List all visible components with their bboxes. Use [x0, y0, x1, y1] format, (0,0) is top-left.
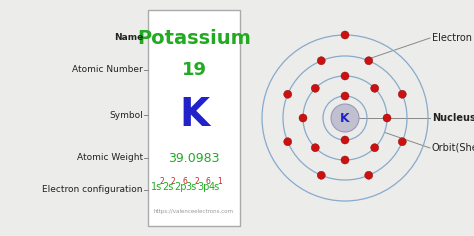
Text: K: K — [340, 111, 350, 125]
FancyBboxPatch shape — [148, 10, 240, 226]
Circle shape — [317, 57, 325, 65]
Text: 1: 1 — [218, 177, 222, 186]
Circle shape — [365, 171, 373, 179]
Circle shape — [398, 90, 406, 98]
Text: 2: 2 — [194, 177, 199, 186]
Text: 2s: 2s — [163, 182, 174, 192]
Circle shape — [341, 92, 349, 100]
Circle shape — [299, 114, 307, 122]
Text: 2: 2 — [159, 177, 164, 186]
Circle shape — [311, 144, 319, 152]
Text: 3p: 3p — [197, 182, 210, 192]
Circle shape — [317, 171, 325, 179]
Circle shape — [341, 31, 349, 39]
Text: 1s: 1s — [151, 182, 162, 192]
Text: Potassium: Potassium — [137, 29, 251, 47]
Text: Electron: Electron — [432, 33, 472, 43]
Text: 19: 19 — [182, 61, 207, 79]
Text: 4s: 4s — [209, 182, 220, 192]
Text: 3s: 3s — [186, 182, 197, 192]
Circle shape — [331, 104, 359, 132]
Text: 6: 6 — [206, 177, 210, 186]
Circle shape — [284, 138, 292, 146]
Text: Electron configuration: Electron configuration — [43, 185, 143, 194]
Circle shape — [398, 138, 406, 146]
Text: Nucleus: Nucleus — [432, 113, 474, 123]
Text: Atomic Number: Atomic Number — [72, 66, 143, 75]
Circle shape — [371, 84, 379, 92]
Text: 6: 6 — [182, 177, 188, 186]
Circle shape — [365, 57, 373, 65]
Text: 2: 2 — [171, 177, 176, 186]
Text: K: K — [179, 96, 209, 134]
Text: https://valenceelectrons.com: https://valenceelectrons.com — [154, 210, 234, 215]
Text: 39.0983: 39.0983 — [168, 152, 220, 164]
Circle shape — [341, 156, 349, 164]
Circle shape — [341, 136, 349, 144]
Text: Name: Name — [114, 34, 143, 42]
Text: 2p: 2p — [174, 182, 187, 192]
Text: Orbit(Shell): Orbit(Shell) — [432, 143, 474, 153]
Text: Atomic Weight: Atomic Weight — [77, 153, 143, 163]
Text: Symbol: Symbol — [109, 110, 143, 119]
Circle shape — [371, 144, 379, 152]
Circle shape — [341, 72, 349, 80]
Circle shape — [383, 114, 391, 122]
Circle shape — [311, 84, 319, 92]
Circle shape — [284, 90, 292, 98]
